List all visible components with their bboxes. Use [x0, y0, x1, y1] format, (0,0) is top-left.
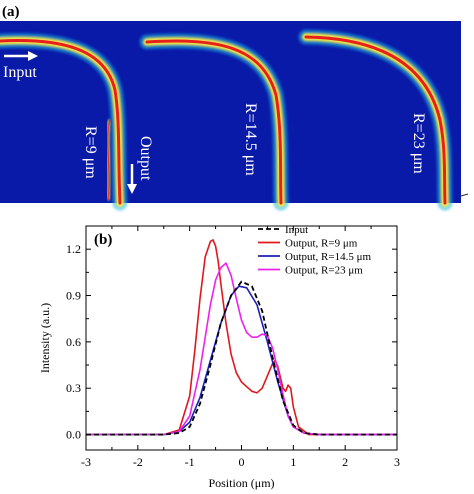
series-line-1: [86, 239, 397, 436]
series-line-3: [86, 262, 397, 436]
input-label: Input: [3, 64, 37, 81]
y-axis-title: Intensity (a.u.): [38, 303, 52, 373]
input-arrow: [4, 51, 38, 61]
series-lines: [86, 239, 397, 436]
legend-label: Output, R=14.5 μm: [285, 251, 371, 263]
radius-label-r14-5: R=14.5 μm: [242, 103, 259, 176]
x-tick-label: -2: [133, 455, 143, 469]
output-label: Output: [137, 136, 154, 181]
waveguide-r9: [0, 33, 128, 211]
y-tick-labels: 0.0 0.3 0.6 0.9 1.2: [66, 242, 81, 441]
series-line-0: [86, 280, 397, 436]
y-tick-label: 1.2: [66, 242, 81, 256]
x-tick-label: -1: [185, 455, 195, 469]
panel-b-label: (b): [94, 232, 112, 248]
panel-a-label: (a): [2, 4, 20, 20]
panel-edge-tick: [460, 193, 469, 197]
radius-label-r9: R=9 μm: [82, 126, 99, 179]
legend-label: Output, R=9 μm: [285, 238, 358, 250]
x-tick-label: 2: [342, 455, 348, 469]
waveguide-r23: [298, 29, 453, 211]
radius-label-r23: R=23 μm: [410, 113, 427, 174]
x-tick-label: 1: [290, 455, 296, 469]
x-axis-title: Position (μm): [208, 476, 274, 490]
y-tick-label: 0.9: [66, 289, 81, 303]
panel-a-field-maps: (a) Input Output: [0, 4, 469, 211]
y-tick-label: 0.6: [66, 335, 81, 349]
x-tick-label: 0: [239, 455, 245, 469]
legend-label: Output, R=23 μm: [285, 265, 363, 277]
output-arrow: [127, 164, 137, 194]
x-tick-label: -3: [81, 455, 91, 469]
legend-label: Input: [285, 224, 308, 236]
series-line-2: [86, 285, 397, 436]
panel-b-chart: (b) -3 -2 -1 0 1 2 3 0.0 0.3 0.6 0.9 1.2 Input Outp…: [38, 224, 400, 490]
y-tick-label: 0.3: [66, 381, 81, 395]
x-tick-labels: -3 -2 -1 0 1 2 3: [81, 455, 400, 469]
waveguide-r14-5: [139, 33, 289, 211]
y-tick-label: 0.0: [66, 428, 81, 442]
x-tick-label: 3: [394, 455, 400, 469]
